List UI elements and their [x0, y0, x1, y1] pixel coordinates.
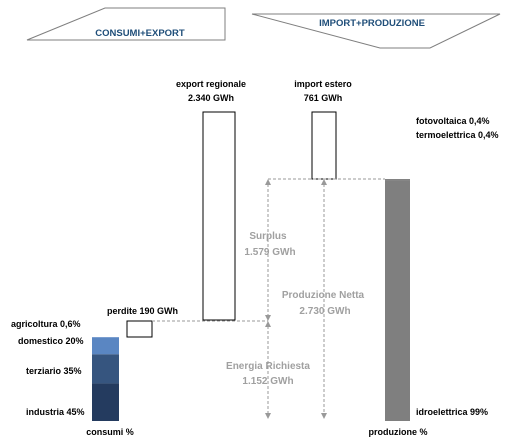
produzione-segment-label: termoelettrica 0,4% [416, 130, 499, 140]
import-value: 761 GWh [304, 93, 343, 103]
consumi-stacked-bar [92, 337, 119, 421]
consumi-axis-label: consumi % [86, 427, 134, 437]
energia-richiesta-arrow [265, 321, 271, 419]
consumi-segment-label: agricoltura 0,6% [11, 319, 81, 329]
consumi-segment-0 [92, 383, 119, 421]
consumi-segment-label: domestico 20% [18, 336, 84, 346]
produzione-netta-value: 2.730 GWh [299, 306, 350, 317]
produzione-axis-label: produzione % [369, 427, 428, 437]
consumi-export-header: CONSUMI+EXPORT [95, 28, 185, 39]
surplus-label: Surplus [249, 231, 287, 242]
consumi-segment-2 [92, 337, 119, 355]
produzione-segment-label: idroelettrica 99% [416, 407, 488, 417]
surplus-arrow [265, 179, 271, 321]
consumi-segment-label: terziario 35% [26, 366, 82, 376]
import-produzione-header: IMPORT+PRODUZIONE [319, 18, 425, 29]
export-box [202, 111, 236, 321]
perdite-label: perdite 190 GWh [107, 306, 178, 316]
energia-richiesta-label: Energia Richiesta [226, 361, 310, 372]
export-label: export regionale [176, 79, 246, 89]
produzione-segment-2 [385, 179, 410, 180]
energia-richiesta-value: 1.152 GWh [242, 376, 293, 387]
produzione-segment-0 [385, 180, 410, 421]
surplus-value: 1.579 GWh [244, 247, 295, 258]
consumi-segment-1 [92, 354, 119, 384]
import-box [311, 111, 337, 180]
produzione-netta-label: Produzione Netta [282, 290, 365, 301]
import-produzione-arrow-shape [251, 13, 501, 49]
consumi-segment-label: industria 45% [26, 407, 85, 417]
produzione-netta-arrow [321, 179, 327, 419]
import-label: import estero [294, 79, 352, 89]
export-value: 2.340 GWh [188, 93, 234, 103]
produzione-segment-1 [385, 179, 410, 181]
produzione-segment-label: fotovoltaica 0,4% [416, 116, 490, 126]
consumi-segment-3 [92, 337, 119, 338]
perdite-box [126, 320, 153, 338]
consumi-export-arrow-shape [26, 7, 226, 41]
produzione-stacked-bar [385, 179, 410, 421]
